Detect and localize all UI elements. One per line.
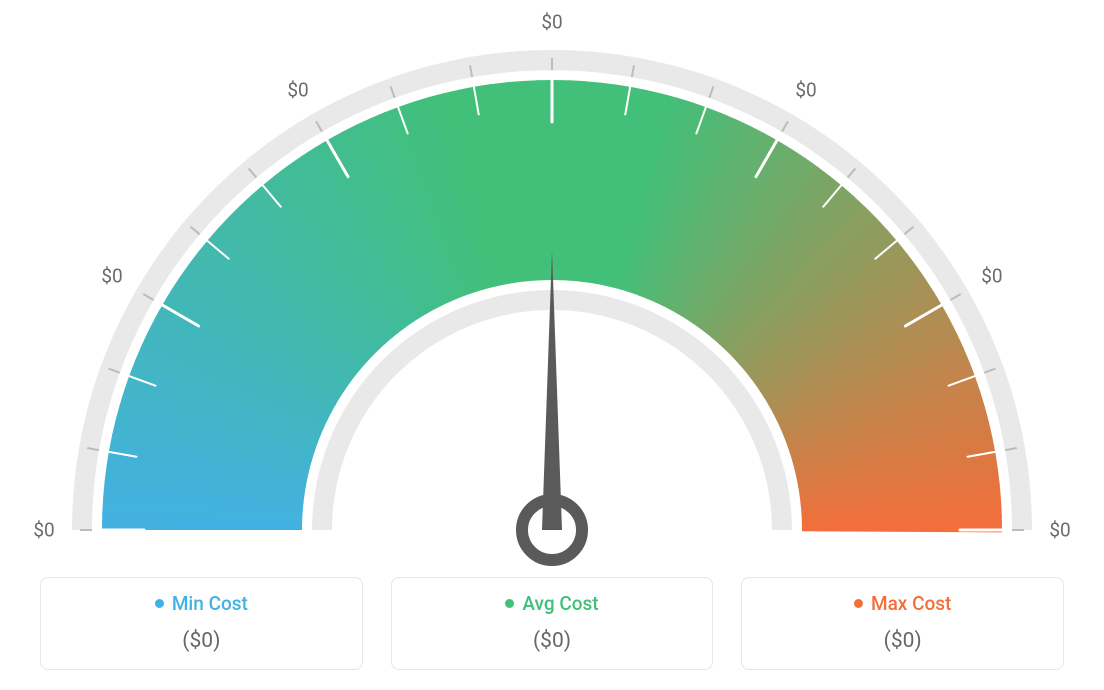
gauge-tick-label: $0: [981, 265, 1002, 288]
legend-label-max: Max Cost: [871, 592, 951, 615]
legend-card-avg: Avg Cost ($0): [391, 577, 714, 670]
gauge-tick-label: $0: [33, 519, 54, 542]
legend-row: Min Cost ($0) Avg Cost ($0) Max Cost ($0…: [40, 577, 1064, 670]
legend-label-min: Min Cost: [172, 592, 248, 615]
gauge-tick-label: $0: [287, 79, 308, 102]
legend-value-max: ($0): [752, 629, 1053, 653]
legend-card-max: Max Cost ($0): [741, 577, 1064, 670]
legend-title-avg: Avg Cost: [505, 592, 598, 615]
legend-title-min: Min Cost: [155, 592, 248, 615]
gauge-tick-label: $0: [541, 11, 562, 34]
gauge-tick-label: $0: [101, 265, 122, 288]
gauge-tick-label: $0: [795, 79, 816, 102]
legend-title-max: Max Cost: [854, 592, 951, 615]
legend-value-min: ($0): [51, 629, 352, 653]
gauge-chart: $0 $0 $0 $0 $0 $0 $0: [0, 0, 1104, 570]
legend-label-avg: Avg Cost: [522, 592, 598, 615]
legend-dot-avg: [505, 599, 514, 608]
legend-dot-max: [854, 599, 863, 608]
legend-value-avg: ($0): [402, 629, 703, 653]
legend-card-min: Min Cost ($0): [40, 577, 363, 670]
legend-dot-min: [155, 599, 164, 608]
gauge-tick-label: $0: [1049, 519, 1070, 542]
